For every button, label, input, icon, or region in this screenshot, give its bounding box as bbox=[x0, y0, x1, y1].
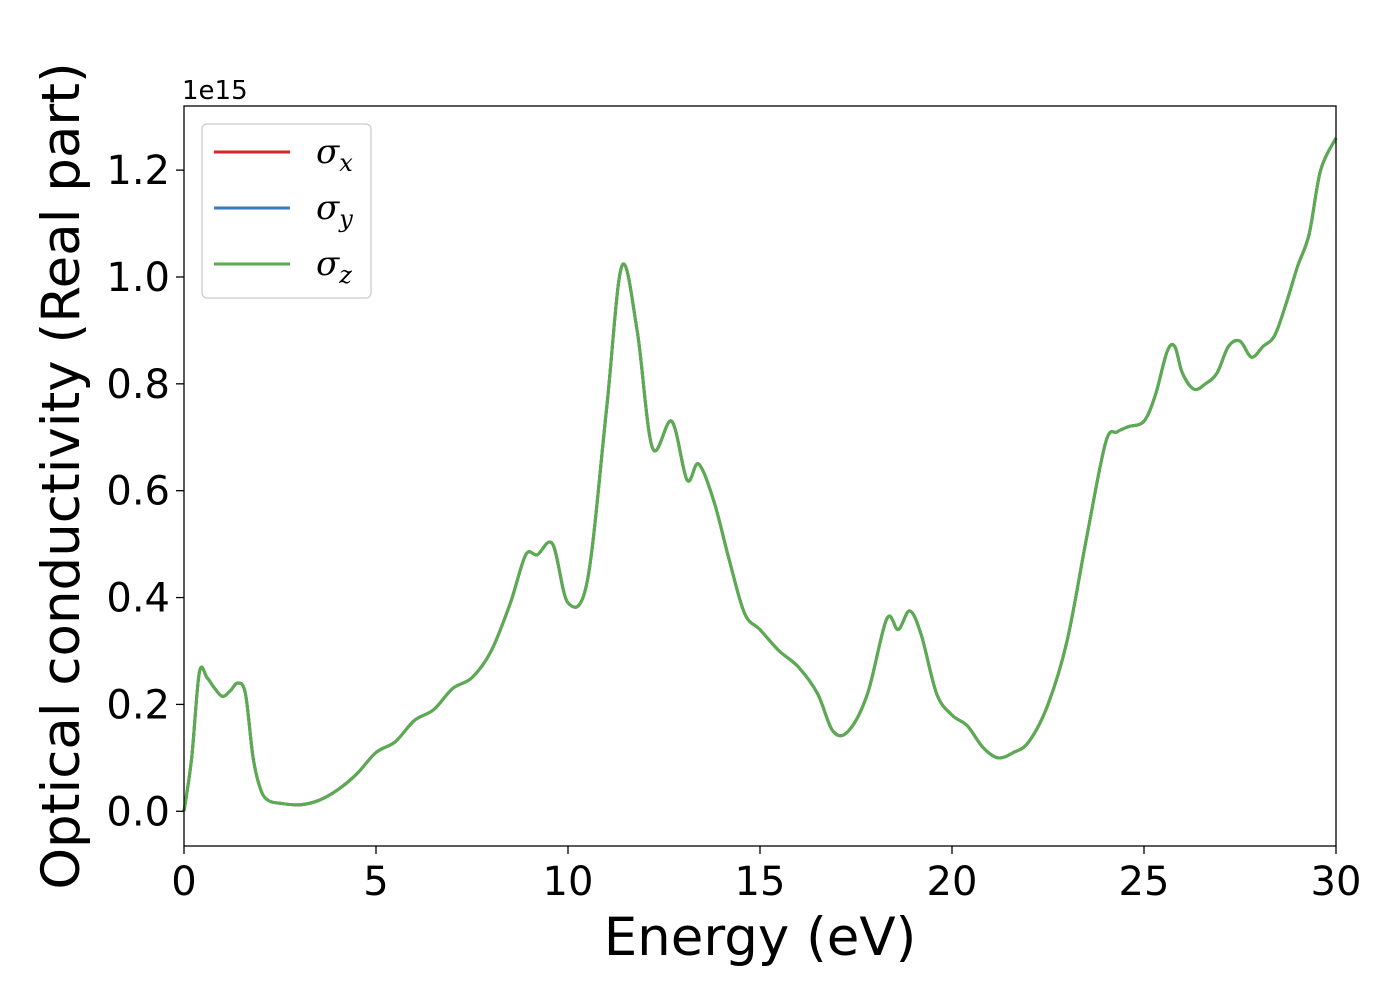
x-tick-label: 0 bbox=[171, 859, 196, 905]
legend-box bbox=[201, 123, 372, 299]
y-axis-ticks: 0.0 0.2 0.4 0.6 0.8 1.0 1.2 bbox=[106, 148, 184, 835]
y-offset-label: 1e15 bbox=[182, 76, 248, 106]
x-tick-label: 25 bbox=[1119, 859, 1170, 905]
y-tick-label: 0.2 bbox=[106, 682, 170, 728]
x-axis-label: Energy (eV) bbox=[604, 907, 917, 968]
y-tick-label: 0.0 bbox=[106, 789, 170, 835]
x-tick-label: 30 bbox=[1311, 859, 1362, 905]
y-tick-label: 1.0 bbox=[106, 255, 170, 301]
y-tick-label: 0.8 bbox=[106, 362, 170, 408]
y-tick-label: 0.4 bbox=[106, 576, 170, 622]
legend-label-y: σy bbox=[316, 188, 353, 233]
x-tick-label: 20 bbox=[927, 859, 978, 905]
legend: σx σy σz bbox=[201, 123, 372, 299]
y-tick-label: 0.6 bbox=[106, 469, 170, 515]
y-axis-label: Optical conductivity (Real part) bbox=[31, 62, 92, 889]
legend-label-z: σz bbox=[316, 244, 352, 289]
legend-label-x: σx bbox=[316, 132, 353, 177]
y-tick-label: 1.2 bbox=[106, 148, 170, 194]
x-tick-label: 5 bbox=[363, 859, 388, 905]
x-axis-ticks: 0 5 10 15 20 25 30 bbox=[171, 846, 1361, 905]
x-tick-label: 15 bbox=[735, 859, 786, 905]
series-layer bbox=[182, 137, 1338, 812]
series-line-z bbox=[182, 137, 1338, 812]
x-tick-label: 10 bbox=[543, 859, 594, 905]
